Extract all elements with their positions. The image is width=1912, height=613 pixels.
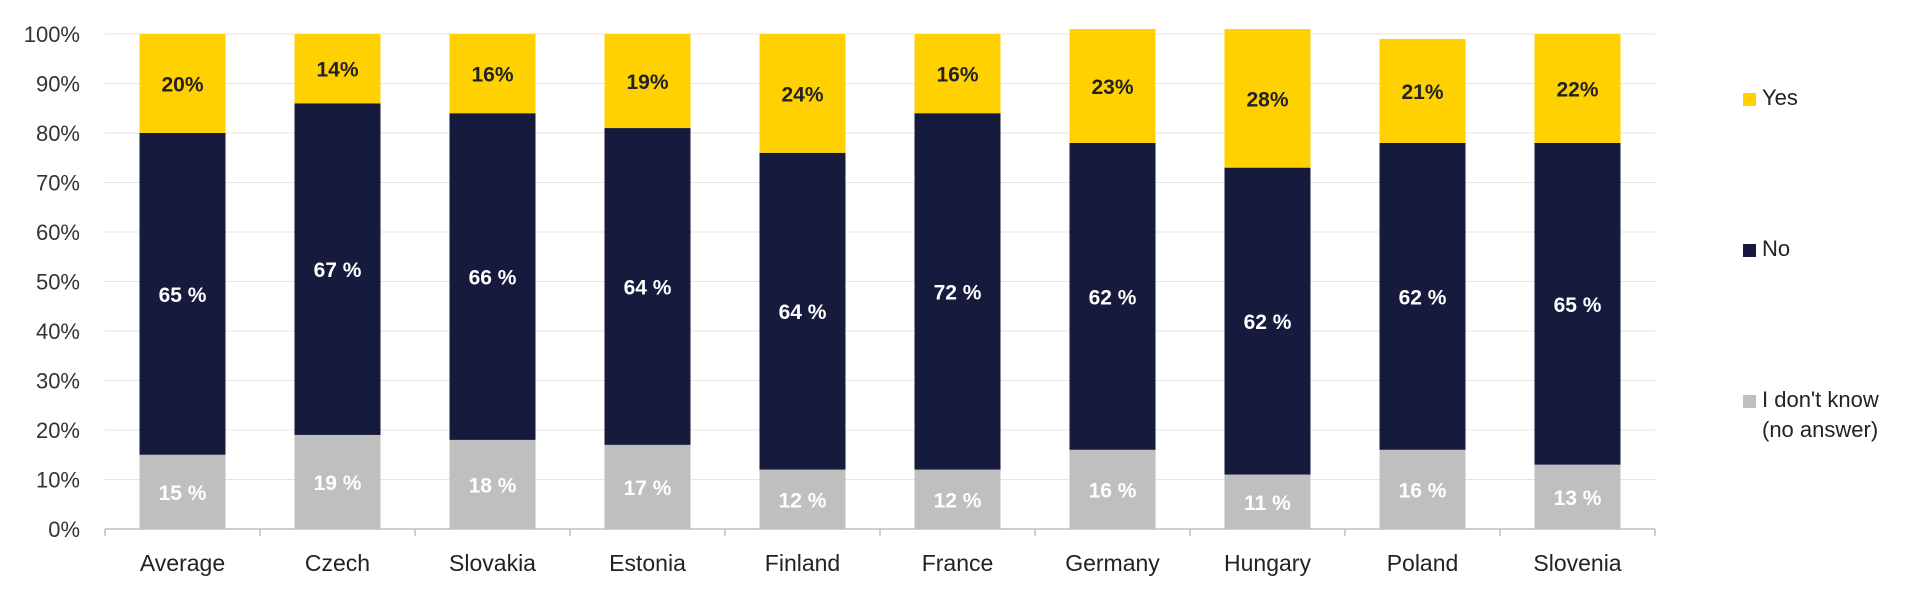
y-tick-label: 10% xyxy=(36,468,80,493)
x-tick-label: Czech xyxy=(305,550,370,576)
data-label: 13 % xyxy=(1554,487,1602,510)
bar-segment xyxy=(914,34,1001,114)
bar-segment xyxy=(759,152,846,470)
y-tick-label: 0% xyxy=(48,517,80,542)
data-label: 72 % xyxy=(934,281,982,304)
bar-segment xyxy=(604,444,691,529)
x-tick-label: Slovakia xyxy=(449,550,536,576)
bar-segment xyxy=(914,469,1001,529)
data-label: 62 % xyxy=(1089,286,1137,309)
data-label: 14% xyxy=(316,59,358,82)
data-label: 19 % xyxy=(314,472,362,495)
legend-label: Yes xyxy=(1762,85,1798,110)
bar-segment xyxy=(294,434,381,529)
x-tick-label: Poland xyxy=(1387,550,1459,576)
y-tick-label: 40% xyxy=(36,319,80,344)
data-label: 20% xyxy=(161,74,203,97)
data-label: 65 % xyxy=(1554,294,1602,317)
data-label: 64 % xyxy=(624,276,672,299)
bar-segment xyxy=(139,454,226,529)
bar-segment xyxy=(604,128,691,445)
bar-segment xyxy=(449,113,536,440)
data-label: 12 % xyxy=(934,489,982,512)
data-label: 66 % xyxy=(469,267,517,290)
data-label: 16% xyxy=(471,64,513,87)
bar-segment xyxy=(294,34,381,104)
y-tick-label: 20% xyxy=(36,418,80,443)
legend-swatch xyxy=(1743,93,1756,106)
data-label: 62 % xyxy=(1244,311,1292,334)
data-label: 11 % xyxy=(1244,492,1291,515)
data-label: 12 % xyxy=(779,489,827,512)
data-label: 65 % xyxy=(159,284,207,307)
data-label: 22% xyxy=(1556,78,1598,101)
bar-segment xyxy=(1069,449,1156,529)
bar-segment xyxy=(759,469,846,529)
bars xyxy=(139,29,1621,529)
y-tick-label: 50% xyxy=(36,270,80,295)
bar-segment xyxy=(139,133,226,455)
x-tick-label: Germany xyxy=(1065,550,1160,576)
legend-label: I don't know xyxy=(1762,387,1879,412)
data-label: 24% xyxy=(781,83,823,106)
y-tick-label: 60% xyxy=(36,220,80,245)
bar-segment xyxy=(449,439,536,529)
bar-segment xyxy=(1069,142,1156,450)
bar-segment xyxy=(1224,167,1311,475)
bar-segment xyxy=(604,34,691,129)
data-label: 18 % xyxy=(469,474,517,497)
x-tick-label: Hungary xyxy=(1224,550,1311,576)
y-tick-label: 70% xyxy=(36,171,80,196)
bar-segment xyxy=(1379,142,1466,450)
data-label: 16% xyxy=(936,64,978,87)
bar-segment xyxy=(1534,142,1621,465)
data-label: 67 % xyxy=(314,259,362,282)
legend-swatch xyxy=(1743,244,1756,257)
bar-segment xyxy=(1534,464,1621,529)
y-tick-label: 90% xyxy=(36,72,80,97)
bar-segment xyxy=(1534,34,1621,143)
bar-segment xyxy=(1224,474,1311,529)
legend: Yes No I don't know (no answer) xyxy=(1743,85,1879,442)
bar-segment xyxy=(1069,29,1156,143)
x-tick-label: Average xyxy=(140,550,225,576)
x-tick-label: France xyxy=(922,550,994,576)
x-tick-label: Finland xyxy=(765,550,840,576)
data-label: 28% xyxy=(1246,88,1288,111)
legend-label: No xyxy=(1762,236,1790,261)
data-label: 19% xyxy=(626,71,668,94)
y-tick-label: 100% xyxy=(24,22,80,47)
bar-segment xyxy=(1379,449,1466,529)
axes: 0% 10% 20% 30% 40% 50% 60% 70% 80% 90% 100% Average… xyxy=(24,22,1656,576)
x-tick-label: Slovenia xyxy=(1533,550,1621,576)
data-label: 62 % xyxy=(1399,286,1447,309)
bar-segment xyxy=(139,34,226,133)
bar-segment xyxy=(759,34,846,153)
data-label: 16 % xyxy=(1399,479,1447,502)
data-label: 23% xyxy=(1091,76,1133,99)
legend-swatch xyxy=(1743,395,1756,408)
bar-segment xyxy=(294,103,381,435)
y-tick-label: 80% xyxy=(36,121,80,146)
bar-segment xyxy=(914,113,1001,470)
bar-segment xyxy=(1224,29,1311,168)
bar-segment xyxy=(1379,38,1466,143)
bar-segment xyxy=(449,34,536,114)
x-tick-label: Estonia xyxy=(609,550,686,576)
data-label: 17 % xyxy=(624,477,672,500)
data-label: 15 % xyxy=(159,482,207,505)
data-label: 16 % xyxy=(1089,479,1137,502)
data-label: 21% xyxy=(1401,81,1443,104)
data-labels: 15 % 65 % 20% 19 % 67 % 14% 18 % 66 % 16% 17 % 64 … xyxy=(159,59,1602,515)
y-tick-label: 30% xyxy=(36,369,80,394)
data-label: 64 % xyxy=(779,301,827,324)
legend-label: (no answer) xyxy=(1762,417,1878,442)
